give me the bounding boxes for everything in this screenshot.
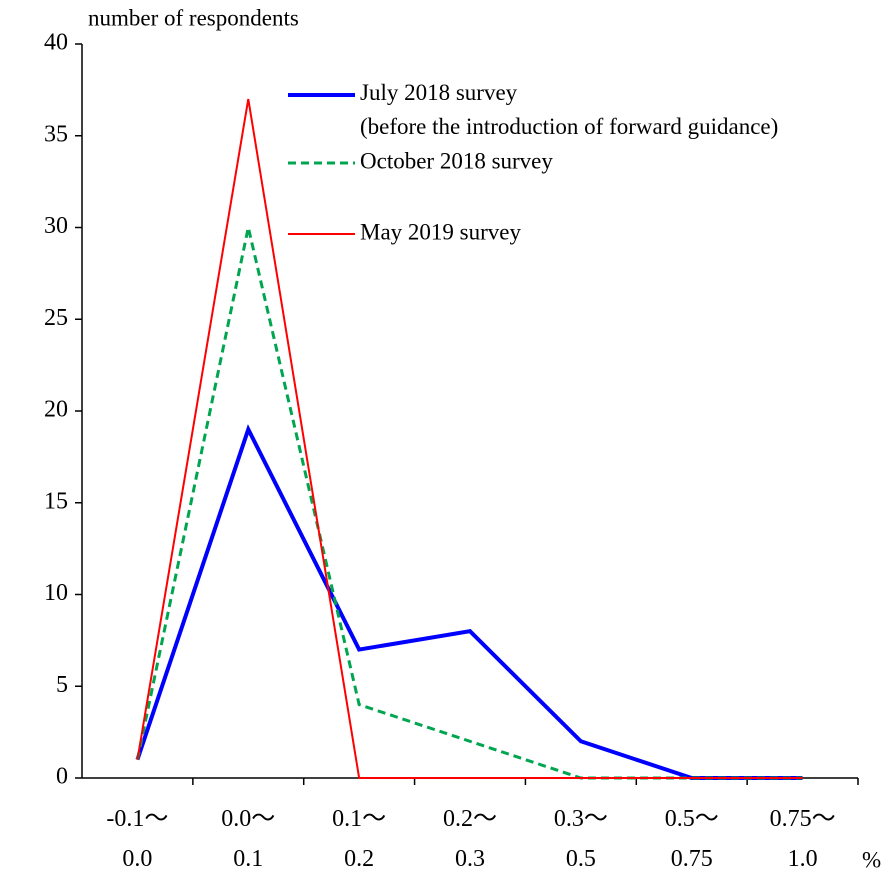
series-line bbox=[136, 98, 803, 779]
series-line bbox=[135, 227, 803, 780]
y-tick-label: 40 bbox=[44, 30, 68, 56]
y-tick-label: 15 bbox=[44, 488, 68, 514]
x-unit: % bbox=[862, 847, 881, 872]
y-tick-label: 30 bbox=[44, 213, 68, 239]
legend-label: October 2018 survey bbox=[360, 148, 553, 173]
y-tick-label: 25 bbox=[44, 305, 68, 331]
y-tick-label: 10 bbox=[44, 580, 68, 606]
x-tick-label: 0.3〜 0.5 bbox=[554, 806, 608, 872]
y-axis-label: number of respondents bbox=[88, 5, 299, 30]
x-tick-label: 0.2〜 0.3 bbox=[443, 806, 497, 872]
x-tick-label: 0.5〜 0.75 bbox=[665, 806, 719, 872]
y-tick-label: 5 bbox=[56, 672, 68, 698]
series-line bbox=[135, 424, 803, 780]
x-tick-label: -0.1〜 0.0 bbox=[106, 806, 168, 872]
x-tick-label: 0.0〜 0.1 bbox=[221, 806, 275, 872]
y-tick-label: 20 bbox=[44, 397, 68, 423]
y-tick-label: 35 bbox=[44, 121, 68, 147]
x-tick-label: 0.1〜 0.2 bbox=[332, 806, 386, 872]
legend-label: July 2018 survey (before the introduction… bbox=[360, 80, 778, 139]
legend-label: May 2019 survey bbox=[360, 219, 521, 244]
y-tick-label: 0 bbox=[56, 764, 68, 790]
x-tick-label: 0.75〜 1.0 bbox=[770, 806, 836, 872]
